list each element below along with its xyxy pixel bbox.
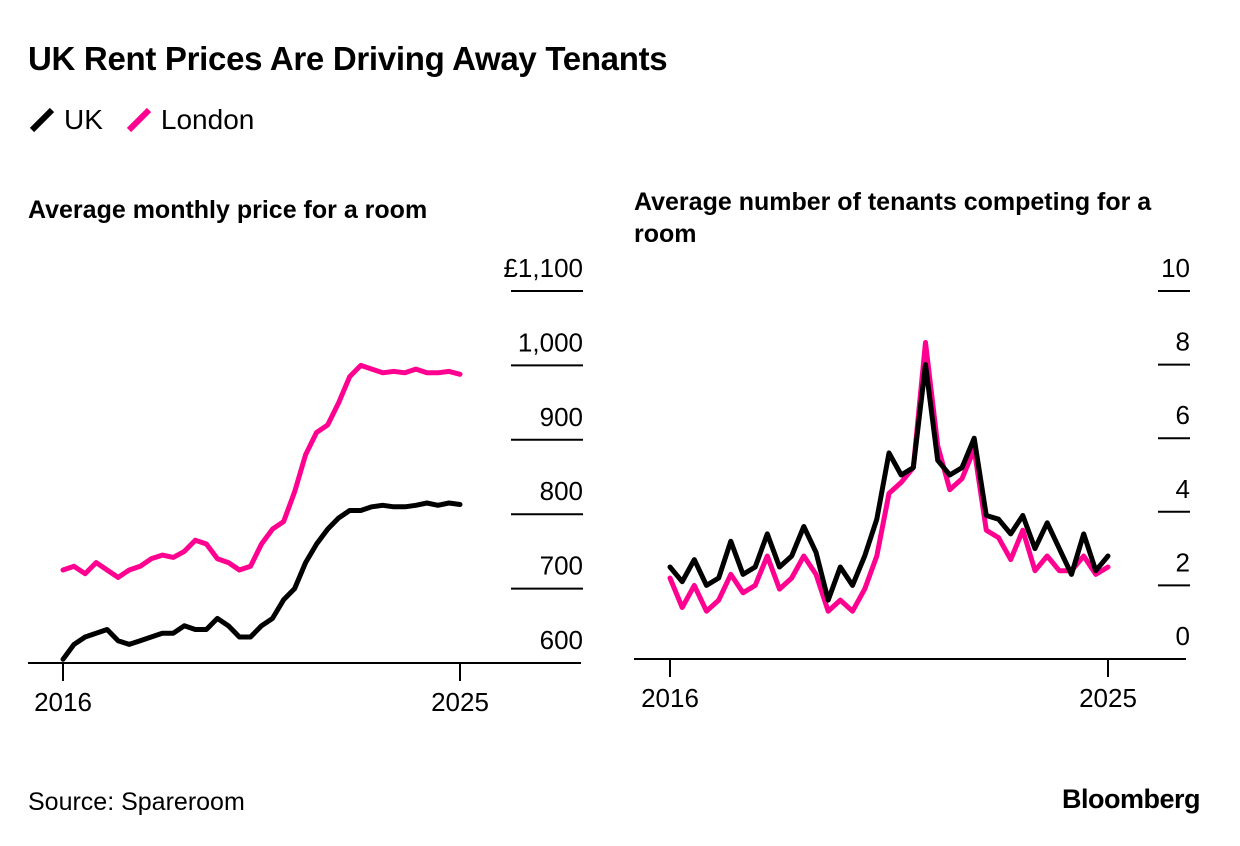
tenants-y-tick-label: 2 bbox=[1176, 547, 1190, 577]
legend-swatch-uk bbox=[29, 107, 55, 133]
chart-title: UK Rent Prices Are Driving Away Tenants bbox=[28, 40, 668, 77]
tenants-y-tick-label: 8 bbox=[1176, 327, 1190, 357]
legend-label-london: London bbox=[160, 104, 255, 135]
tenants-y-tick-label: 10 bbox=[1161, 253, 1190, 283]
price-y-tick-label: £1,100 bbox=[503, 253, 583, 283]
tenants-series-line-london bbox=[667, 340, 1111, 614]
legend-item-uk: UK bbox=[28, 104, 103, 136]
tenants-series-line-uk bbox=[667, 362, 1111, 603]
price-y-tick-label: 1,000 bbox=[518, 327, 583, 357]
price-y-tick-label: 800 bbox=[540, 476, 583, 506]
price-x-tick-label: 2025 bbox=[431, 687, 489, 717]
price-y-tick-label: 900 bbox=[540, 402, 583, 432]
legend-label-uk: UK bbox=[64, 104, 103, 135]
source-note: Source: Spareroom bbox=[28, 788, 245, 816]
tenants-x-tick-label: 2025 bbox=[1079, 683, 1137, 713]
tenants-y-tick-label: 6 bbox=[1176, 400, 1190, 430]
price-series-line-uk bbox=[60, 500, 463, 662]
price-panel-title: Average monthly price for a room bbox=[28, 196, 428, 224]
tenants-y-tick-label: 0 bbox=[1176, 621, 1190, 651]
legend-item-london: London bbox=[125, 104, 254, 136]
tenants-panel-title: Average number of tenants competing for … bbox=[634, 188, 1152, 248]
brand-logo: Bloomberg bbox=[1061, 784, 1201, 814]
price-y-tick-label: 600 bbox=[540, 625, 583, 655]
price-x-tick-label: 2016 bbox=[34, 687, 92, 717]
price-series-line-london bbox=[60, 362, 463, 580]
legend: UK London bbox=[28, 104, 254, 136]
tenants-y-tick-label: 4 bbox=[1176, 474, 1190, 504]
price-y-tick-label: 700 bbox=[540, 551, 583, 581]
tenants-x-tick-label: 2016 bbox=[641, 683, 699, 713]
legend-swatch-london bbox=[126, 107, 152, 133]
